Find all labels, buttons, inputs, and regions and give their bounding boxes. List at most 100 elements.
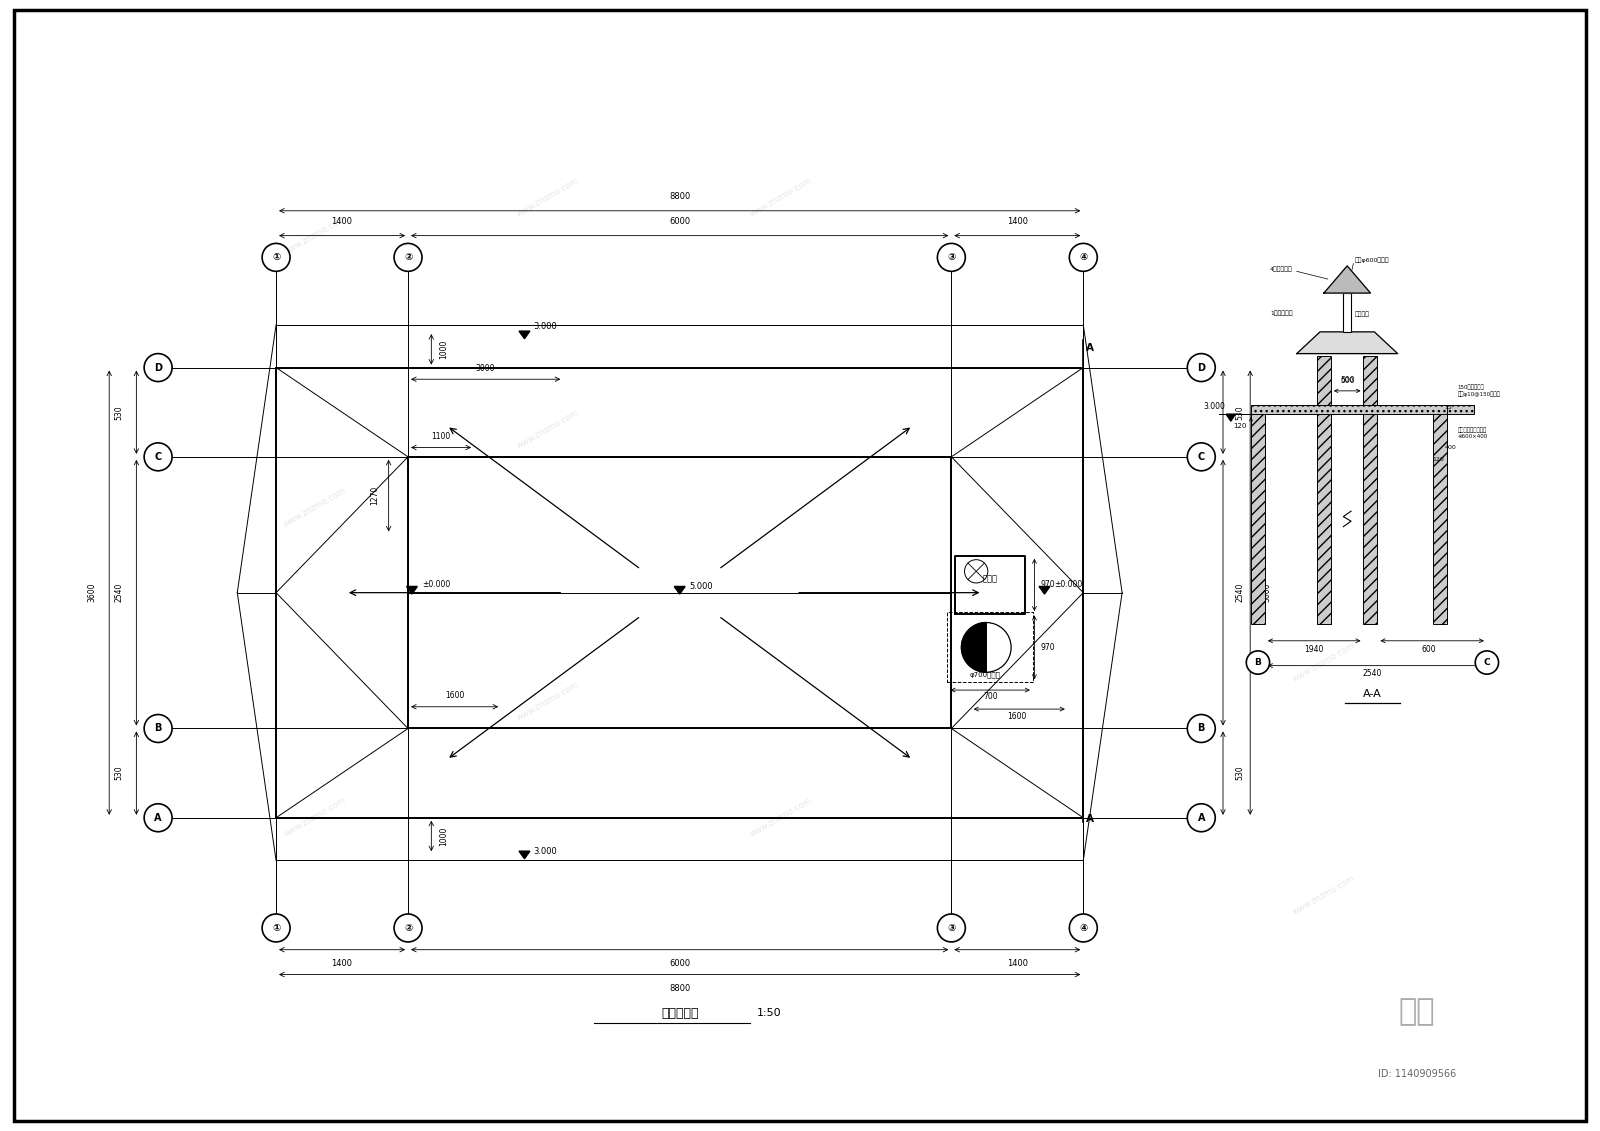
Text: 970: 970: [1040, 580, 1056, 589]
Text: B: B: [1254, 658, 1261, 667]
Bar: [1363, 414, 1378, 623]
Polygon shape: [1296, 331, 1398, 354]
Text: www.znzmo.com: www.znzmo.com: [282, 214, 347, 257]
Text: ±0.000: ±0.000: [1054, 580, 1083, 589]
Text: 6000: 6000: [669, 959, 690, 968]
Text: D: D: [154, 363, 162, 372]
Text: 1:50: 1:50: [757, 1009, 782, 1018]
Text: 变截面合金遮风百页
※600×400: 变截面合金遮风百页 ※600×400: [1458, 428, 1488, 440]
Circle shape: [262, 914, 290, 942]
Circle shape: [262, 243, 290, 271]
Text: 3.000: 3.000: [1203, 402, 1226, 411]
Text: 530: 530: [1235, 405, 1245, 420]
Circle shape: [394, 243, 422, 271]
Circle shape: [1187, 354, 1216, 381]
Circle shape: [1187, 715, 1216, 742]
Text: 530: 530: [115, 405, 123, 420]
Bar: [1448, 405, 1475, 414]
Text: A: A: [1086, 813, 1094, 823]
Text: 3600: 3600: [1262, 582, 1272, 603]
Text: 变板φ600钢筒盖: 变板φ600钢筒盖: [1355, 258, 1389, 264]
Text: 2540: 2540: [1235, 582, 1245, 603]
Bar: [1251, 414, 1266, 623]
Text: 120: 120: [1234, 423, 1246, 429]
Circle shape: [394, 914, 422, 942]
Polygon shape: [406, 587, 418, 594]
Text: www.znzmo.com: www.znzmo.com: [282, 796, 347, 839]
Text: ④: ④: [1078, 923, 1088, 933]
Text: 600: 600: [1421, 645, 1437, 654]
Circle shape: [1475, 650, 1499, 674]
Text: 120: 120: [1432, 457, 1445, 461]
Circle shape: [1069, 914, 1098, 942]
Text: 1600: 1600: [1008, 713, 1027, 722]
Polygon shape: [962, 622, 986, 672]
Text: 2540: 2540: [1363, 670, 1382, 679]
Text: B: B: [1197, 724, 1205, 734]
Text: 屋面平面图: 屋面平面图: [661, 1007, 699, 1020]
Circle shape: [938, 914, 965, 942]
Circle shape: [144, 354, 173, 381]
Text: 通风道: 通风道: [982, 575, 998, 584]
Text: D: D: [1197, 363, 1205, 372]
Text: φ700检修口: φ700检修口: [970, 671, 1000, 677]
Circle shape: [144, 804, 173, 831]
Text: 3.000: 3.000: [534, 322, 557, 331]
Text: 970: 970: [1040, 642, 1056, 651]
Text: A: A: [1197, 813, 1205, 822]
Text: 15: 15: [1445, 406, 1451, 411]
Text: 1940: 1940: [1304, 645, 1323, 654]
Text: www.znzmo.com: www.znzmo.com: [747, 175, 813, 218]
Text: 1100: 1100: [432, 432, 451, 441]
Text: 1400: 1400: [331, 217, 352, 226]
Text: C: C: [155, 452, 162, 461]
Text: www.znzmo.com: www.znzmo.com: [1291, 874, 1357, 917]
Text: 600: 600: [1341, 377, 1354, 382]
Text: B: B: [155, 724, 162, 734]
Text: www.znzmo.com: www.znzmo.com: [515, 680, 581, 723]
Polygon shape: [674, 587, 685, 594]
Text: 4厚内钢衬圈: 4厚内钢衬圈: [1270, 267, 1293, 273]
Text: 500: 500: [1339, 375, 1355, 385]
Circle shape: [144, 715, 173, 742]
Polygon shape: [518, 331, 530, 338]
Text: www.znzmo.com: www.znzmo.com: [747, 796, 813, 839]
Text: A: A: [154, 813, 162, 822]
Text: 5.000: 5.000: [690, 582, 712, 592]
Text: 1400: 1400: [1006, 959, 1027, 968]
Text: 400: 400: [1445, 446, 1456, 450]
Text: ②: ②: [403, 252, 413, 262]
Text: 8800: 8800: [669, 984, 690, 993]
Text: ±0.000: ±0.000: [422, 580, 450, 589]
Text: 530: 530: [1235, 766, 1245, 780]
Circle shape: [938, 243, 965, 271]
Text: ID: 1140909566: ID: 1140909566: [1378, 1069, 1456, 1079]
Text: www.znzmo.com: www.znzmo.com: [515, 408, 581, 451]
Text: ④: ④: [1078, 252, 1088, 262]
Text: 1厚钢板泛水: 1厚钢板泛水: [1270, 310, 1293, 316]
Text: 2540: 2540: [115, 582, 123, 603]
Text: www.znzmo.com: www.znzmo.com: [515, 175, 581, 218]
Circle shape: [144, 443, 173, 470]
Text: 1400: 1400: [331, 959, 352, 968]
Polygon shape: [1323, 266, 1371, 293]
Text: 知末: 知末: [1398, 998, 1435, 1026]
Text: www.znzmo.com: www.znzmo.com: [282, 486, 347, 529]
Text: A-A: A-A: [1363, 689, 1382, 699]
Text: 1600: 1600: [445, 691, 464, 700]
Text: 1400: 1400: [1006, 217, 1027, 226]
Text: ①: ①: [272, 252, 280, 262]
Text: www.znzmo.com: www.znzmo.com: [1291, 641, 1357, 684]
Polygon shape: [1226, 414, 1235, 421]
Polygon shape: [518, 852, 530, 858]
Text: ③: ③: [947, 252, 955, 262]
Text: A: A: [1086, 343, 1094, 353]
Bar: [1251, 405, 1448, 414]
Text: 530: 530: [115, 766, 123, 780]
Text: 1270: 1270: [370, 486, 379, 506]
Polygon shape: [1038, 587, 1050, 594]
Text: ③: ③: [947, 923, 955, 933]
Circle shape: [1246, 650, 1269, 674]
Text: ②: ②: [403, 923, 413, 933]
Bar: [1317, 414, 1331, 623]
